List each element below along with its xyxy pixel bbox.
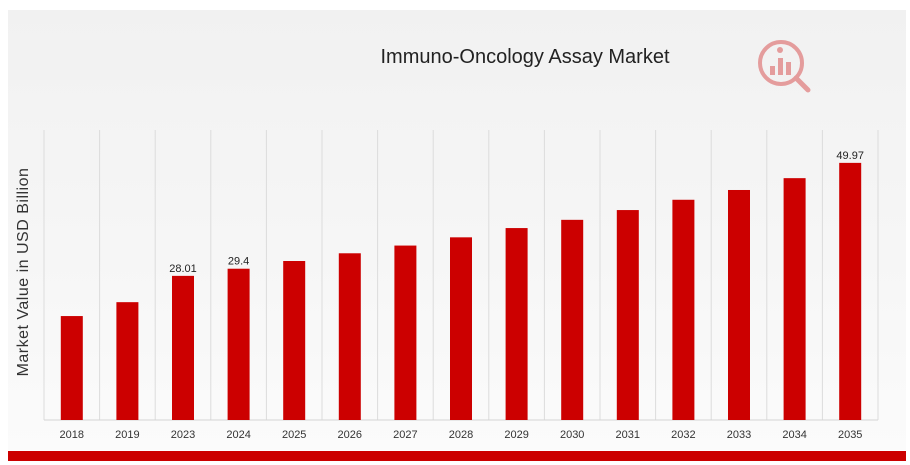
bar-2030 (561, 219, 584, 420)
data-label-2024: 29.4 (228, 256, 249, 268)
x-tick-label-2033: 2033 (727, 429, 751, 441)
chart-title: Immuno-Oncology Assay Market (381, 46, 670, 68)
x-tick-label-2034: 2034 (782, 429, 806, 441)
x-tick-label-2029: 2029 (504, 429, 528, 441)
bar-2028 (450, 237, 472, 420)
bars (60, 162, 862, 421)
data-label-2035: 49.97 (836, 150, 864, 162)
x-tick-labels: 2018 2019 2023 2024 2025 2026 2027 2028 2029 2030… (60, 429, 863, 441)
bar-2033 (728, 189, 750, 420)
analytics-magnifier-logo-icon (758, 40, 811, 93)
x-tick-label-2032: 2032 (671, 429, 695, 441)
bar-2027 (394, 245, 417, 420)
x-tick-label-2028: 2028 (449, 429, 473, 441)
x-tick-label-2025: 2025 (282, 429, 306, 441)
data-label-2023: 28.01 (169, 263, 197, 275)
y-axis-label: Market Value in USD Billion (15, 168, 32, 377)
bar-2019 (116, 302, 139, 420)
grid-lines (43, 130, 879, 420)
x-tick-label-2023: 2023 (171, 429, 195, 441)
bar-2026 (338, 253, 361, 420)
x-tick-label-2024: 2024 (226, 429, 250, 441)
x-tick-label-2035: 2035 (838, 429, 862, 441)
bar-2025 (283, 261, 306, 420)
bottom-accent-band (8, 451, 906, 461)
x-tick-label-2027: 2027 (393, 429, 417, 441)
bar-2035 (839, 162, 862, 421)
x-tick-label-2019: 2019 (115, 429, 139, 441)
bar-2032 (672, 199, 695, 420)
bar-2018 (60, 316, 83, 420)
bar-2024 (227, 268, 250, 420)
bar-2023 (172, 275, 194, 420)
x-tick-label-2026: 2026 (338, 429, 362, 441)
x-tick-label-2031: 2031 (616, 429, 640, 441)
x-tick-label-2030: 2030 (560, 429, 584, 441)
bar-2029 (505, 228, 528, 420)
data-labels: 28.01 29.4 49.97 (169, 150, 864, 275)
bar-2031 (616, 210, 639, 420)
x-tick-label-2018: 2018 (60, 429, 84, 441)
bar-2034 (783, 178, 806, 420)
